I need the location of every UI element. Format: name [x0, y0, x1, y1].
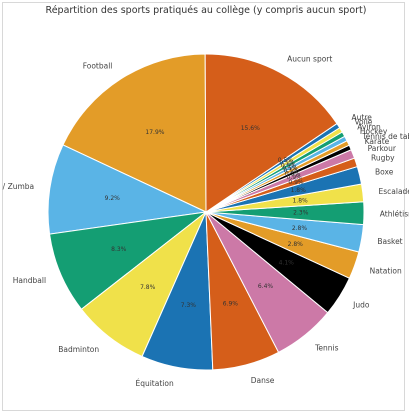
pie-percentage-labels: 17.9% 9.2% 8.3% 7.8% 7.3% 6.9% 6.4% 4.1% 2.8% 2.8…: [105, 125, 309, 309]
slice-category-label: Équitation: [135, 379, 173, 388]
slice-percentage-label: 7.3%: [181, 302, 197, 309]
slice-percentage-label: 2.3%: [293, 210, 309, 217]
slice-percentage-label: 9.2%: [105, 195, 121, 202]
slice-category-label: Aucun sport: [287, 54, 332, 63]
pie-slice-1: [62, 53, 207, 213]
slice-category-label: Voile: [354, 118, 372, 127]
slice-percentage-label: 6.9%: [223, 301, 239, 308]
slice-percentage-label: 6.4%: [258, 283, 274, 290]
slice-percentage-label: 0.9%: [287, 174, 303, 181]
slice-category-label: Football: [83, 62, 113, 71]
slice-percentage-label: 2.8%: [288, 241, 304, 248]
slice-percentage-label: 8.3%: [111, 246, 127, 253]
slice-category-label: Tennis de table: [361, 132, 409, 141]
slice-percentage-label: 1.8%: [292, 197, 308, 204]
slice-category-label: Autre: [352, 113, 373, 122]
slice-category-label: Badminton: [58, 345, 99, 354]
slice-category-label: Judo: [352, 301, 370, 310]
slice-percentage-label: 0.5%: [278, 157, 294, 164]
slice-percentage-label: 0.5%: [285, 170, 301, 177]
slice-category-label: Escalade: [379, 187, 409, 196]
slice-category-label: Rugby: [371, 153, 395, 162]
pie-slice-2: [47, 144, 208, 235]
slice-category-label: Handball: [13, 276, 46, 285]
pie-category-labels: Football Gym / Zumba Handball Badminton Équi…: [0, 54, 409, 387]
pie-slices: [47, 53, 365, 371]
slice-category-label: Boxe: [375, 168, 394, 177]
pie-slice-22: [204, 53, 338, 213]
slice-percentage-label: 2.8%: [292, 225, 308, 232]
slice-percentage-label: 17.9%: [145, 129, 164, 136]
slice-category-label: Aviron: [357, 122, 381, 131]
slice-percentage-label: 1.8%: [291, 187, 307, 194]
slice-category-label: Athlétisme: [380, 209, 409, 218]
slice-category-label: Karate: [365, 137, 390, 146]
slice-percentage-label: 4.1%: [279, 259, 295, 266]
slice-category-label: Tennis: [314, 343, 339, 352]
slice-percentage-label: 0.5%: [279, 160, 295, 167]
slice-percentage-label: 0.5%: [284, 168, 300, 175]
slice-category-label: Basket: [377, 237, 402, 246]
slice-percentage-label: 0.5%: [282, 165, 298, 172]
chart-title: Répartition des sports pratiqués au coll…: [46, 5, 367, 16]
slice-category-label: Danse: [251, 376, 275, 385]
slice-percentage-label: 0.5%: [281, 162, 297, 169]
slice-percentage-label: 0.9%: [288, 179, 304, 186]
slice-percentage-label: 7.8%: [140, 284, 156, 291]
slice-category-label: Hockey: [360, 127, 388, 136]
slice-category-label: Gym / Zumba: [0, 182, 34, 191]
slice-percentage-label: 15.6%: [241, 125, 260, 132]
slice-category-label: Natation: [370, 267, 402, 276]
slice-category-label: Parkour: [368, 144, 397, 153]
